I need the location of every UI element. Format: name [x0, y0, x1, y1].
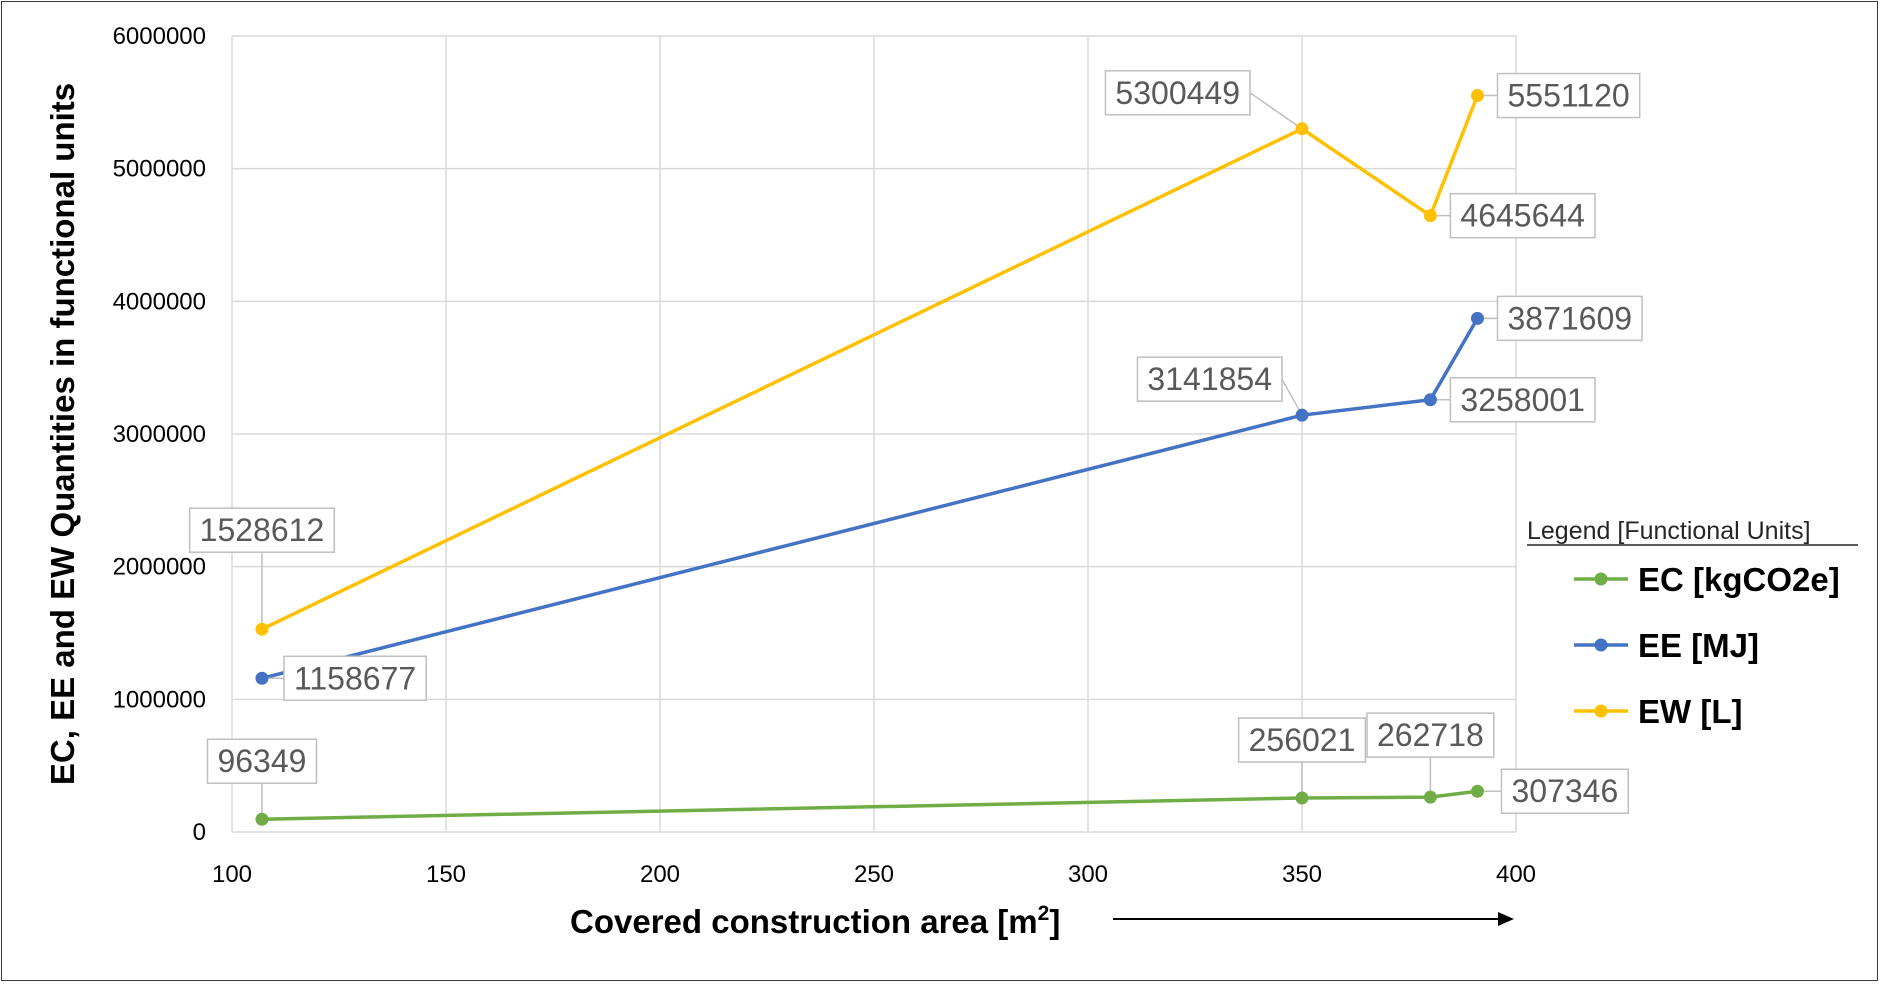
data-label: 1528612 — [188, 507, 335, 630]
data-label-box — [1496, 72, 1641, 119]
data-label-text: 262718 — [1377, 717, 1484, 753]
data-label-box — [1237, 717, 1367, 763]
data-label-box — [1449, 192, 1596, 239]
legend-entry-label: EE [MJ] — [1638, 627, 1759, 664]
x-axis-title-end: ] — [1049, 903, 1060, 940]
y-tick-label: 5000000 — [113, 156, 206, 183]
gridlines — [231, 35, 1517, 833]
data-point — [1423, 209, 1437, 223]
x-axis-title-main: Covered construction area [m — [570, 903, 1038, 940]
data-label-leader — [1249, 92, 1303, 130]
data-point — [255, 622, 269, 636]
series-points — [255, 89, 1484, 826]
data-point — [1295, 408, 1309, 422]
data-point — [255, 671, 269, 685]
x-tick-label: 350 — [1282, 861, 1322, 888]
data-label-box — [188, 507, 335, 553]
data-label-text: 3871609 — [1507, 300, 1632, 336]
data-label: 307346 — [1477, 768, 1630, 814]
legend-title: Legend [Functional Units] — [1527, 517, 1811, 545]
data-label-box — [1500, 768, 1630, 814]
series-line — [261, 317, 1479, 680]
data-point — [1470, 784, 1484, 798]
x-tick-label: 400 — [1496, 861, 1536, 888]
y-tick-label: 2000000 — [113, 554, 206, 581]
data-label: 5300449 — [1104, 70, 1303, 130]
legend-swatch-marker — [1594, 704, 1608, 718]
data-label-text: 4645644 — [1460, 198, 1585, 234]
data-label-box — [1449, 377, 1596, 423]
x-tick-label: 250 — [854, 861, 894, 888]
data-label-text: 5551120 — [1507, 78, 1629, 114]
x-tick-label: 150 — [426, 861, 466, 888]
data-label-text: 256021 — [1249, 722, 1356, 758]
legend-entry-label: EW [L] — [1638, 693, 1742, 730]
data-label: 262718 — [1366, 712, 1495, 798]
data-point — [1470, 311, 1484, 325]
y-tick-label: 3000000 — [113, 421, 206, 448]
data-label-box — [1366, 712, 1495, 758]
data-label-box — [206, 738, 318, 784]
data-point — [1423, 393, 1437, 407]
y-tick-label: 0 — [193, 819, 206, 846]
y-tick-label: 4000000 — [113, 288, 206, 315]
y-tick-label: 1000000 — [113, 686, 206, 713]
data-label-text: 3258001 — [1460, 382, 1585, 418]
data-label-text: 1528612 — [200, 512, 325, 548]
x-axis-ticks: 100 150 200 250 300 350 400 — [212, 861, 1536, 888]
x-axis-title: Covered construction area [m2] — [570, 902, 1060, 940]
data-label: 1158677 — [261, 655, 427, 702]
data-label: 4645644 — [1430, 192, 1596, 239]
data-label-box — [1496, 295, 1643, 342]
x-tick-label: 300 — [1068, 861, 1108, 888]
data-label: 5551120 — [1477, 72, 1641, 119]
series-lines — [261, 94, 1480, 821]
data-label: 3258001 — [1430, 377, 1596, 423]
data-label-text: 96349 — [217, 743, 306, 779]
x-tick-label: 100 — [212, 861, 252, 888]
data-label-leader — [1281, 378, 1303, 416]
legend-swatch-marker — [1594, 572, 1608, 586]
data-label-text: 5300449 — [1115, 75, 1240, 111]
data-point — [1470, 89, 1484, 103]
data-label: 256021 — [1237, 717, 1367, 799]
data-point — [255, 812, 269, 826]
data-label-box — [1136, 356, 1283, 402]
data-label-text: 3141854 — [1147, 361, 1272, 397]
y-axis-ticks: 0 1000000 2000000 3000000 4000000 5000000 6000… — [113, 23, 206, 846]
y-axis-title: EC, EE and EW Quantities in functional u… — [44, 83, 81, 785]
x-axis-title-superscript: 2 — [1038, 902, 1050, 925]
x-tick-label: 200 — [640, 861, 680, 888]
data-label: 3871609 — [1477, 295, 1643, 342]
data-label: 3141854 — [1136, 356, 1303, 416]
data-point — [1295, 122, 1309, 136]
legend: Legend [Functional Units] EC [kgCO2e] EE … — [1527, 517, 1858, 730]
series-line — [261, 94, 1480, 631]
data-label-text: 307346 — [1511, 773, 1618, 809]
data-label-box — [1104, 70, 1251, 116]
legend-swatch-marker — [1594, 638, 1608, 652]
data-label-callouts: 96349 256021 262718 307346 1158677 3141854 325… — [188, 70, 1643, 820]
data-label: 96349 — [206, 738, 318, 820]
data-label-text: 1158677 — [294, 660, 416, 696]
x-axis-arrow — [1113, 912, 1514, 926]
data-point — [1295, 791, 1309, 805]
series-line — [261, 789, 1478, 821]
data-point — [1423, 790, 1437, 804]
y-tick-label: 6000000 — [113, 23, 206, 50]
legend-entry-label: EC [kgCO2e] — [1638, 561, 1840, 598]
data-label-box — [283, 655, 427, 702]
